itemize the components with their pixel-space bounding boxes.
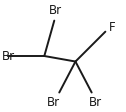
- Text: Br: Br: [89, 96, 102, 109]
- Text: F: F: [109, 21, 116, 34]
- Text: Br: Br: [2, 50, 15, 62]
- Text: Br: Br: [46, 96, 60, 109]
- Text: Br: Br: [49, 4, 62, 17]
